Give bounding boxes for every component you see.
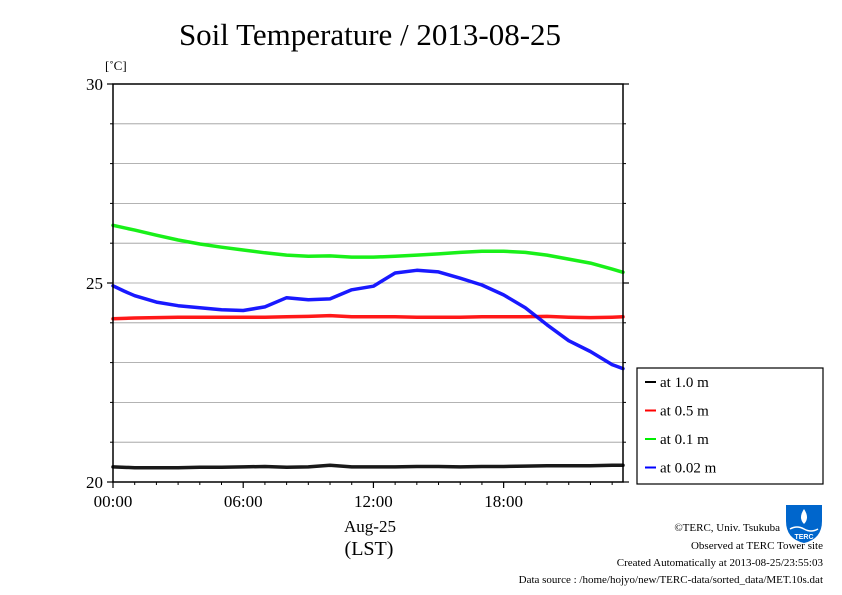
x-tick-label: 12:00	[354, 492, 393, 511]
legend-label: at 1.0 m	[660, 375, 709, 391]
series-line-at-0-1-m	[111, 223, 625, 275]
observed-text: Observed at TERC Tower site	[691, 540, 823, 552]
legend: at 1.0 m at 0.5 m at 0.1 m at 0.02 m	[636, 367, 824, 485]
grid	[113, 123, 623, 443]
y-tick-label: 30	[86, 75, 103, 94]
y-tick-label: 20	[86, 473, 103, 492]
x-axis: 00:00 06:00 12:00 18:00	[94, 482, 613, 511]
terc-logo: TERC	[786, 505, 822, 543]
copyright-text: ©TERC, Univ. Tsukuba	[674, 522, 780, 534]
y-tick-label: 25	[86, 274, 103, 293]
series-line-at-0-5-m	[111, 313, 625, 321]
logo-text: TERC	[794, 534, 813, 541]
series-line-at-0-02-m	[111, 268, 625, 371]
legend-label: at 0.02 m	[660, 461, 717, 477]
series-layer	[111, 223, 625, 470]
legend-box	[636, 367, 824, 485]
logo-wave	[789, 526, 819, 532]
created-text: Created Automatically at 2013-08-25/23:5…	[617, 557, 824, 569]
data-source-text: Data source : /home/hojyo/new/TERC-data/…	[519, 574, 823, 586]
logo-drop-icon	[801, 509, 807, 524]
x-tick-label: 18:00	[484, 492, 523, 511]
x-axis-date-label: Aug-25	[344, 517, 396, 536]
y-axis: 30 25 20	[86, 75, 629, 492]
y-axis-unit: [˚C]	[105, 58, 127, 73]
chart-title: Soil Temperature / 2013-08-25	[179, 17, 561, 52]
legend-label: at 0.5 m	[660, 404, 709, 420]
x-tick-label: 06:00	[224, 492, 263, 511]
x-tick-label: 00:00	[94, 492, 133, 511]
x-axis-label: (LST)	[345, 538, 394, 560]
legend-label: at 0.1 m	[660, 432, 709, 448]
series-line-at-1-0-m	[111, 463, 625, 470]
